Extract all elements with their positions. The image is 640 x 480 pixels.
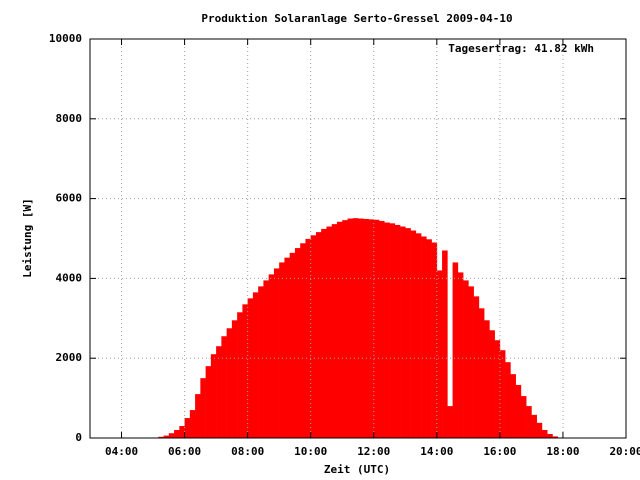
bar	[394, 224, 401, 438]
bar	[452, 262, 459, 438]
bar	[179, 426, 185, 438]
y-tick-label: 2000	[56, 351, 83, 364]
bar	[468, 286, 474, 438]
bar	[547, 434, 553, 438]
bar	[258, 286, 264, 438]
bar	[489, 330, 495, 438]
bar	[552, 436, 558, 438]
bar	[358, 218, 364, 438]
bar	[541, 430, 548, 438]
x-tick-label: 16:00	[483, 445, 516, 458]
bar	[384, 222, 390, 438]
plot-frame	[89, 38, 627, 439]
bar	[400, 226, 406, 438]
y-tick-label: 10000	[49, 32, 82, 45]
bar	[363, 218, 369, 438]
bar	[205, 366, 212, 438]
bar	[279, 262, 285, 438]
y-tick-label: 8000	[56, 112, 83, 125]
y-axis-label: Leistung [W]	[21, 198, 34, 277]
bar	[331, 224, 338, 438]
bar	[494, 340, 501, 438]
bar	[415, 233, 422, 438]
bar	[499, 350, 506, 438]
y-tick-label: 4000	[56, 271, 83, 284]
bar	[174, 430, 180, 438]
x-tick-label: 20:00	[609, 445, 640, 458]
bar	[410, 230, 417, 438]
bar	[216, 346, 222, 438]
bar	[321, 228, 327, 438]
x-tick-label: 06:00	[168, 445, 201, 458]
y-tick-label: 6000	[56, 192, 83, 205]
bar	[352, 218, 359, 438]
x-tick-label: 14:00	[420, 445, 453, 458]
bar	[263, 280, 269, 438]
bar	[200, 378, 206, 438]
bar	[237, 312, 243, 438]
bar	[305, 238, 312, 438]
bar	[379, 220, 385, 438]
bar	[342, 220, 348, 438]
bar	[484, 320, 490, 438]
bar	[405, 228, 411, 438]
x-tick-label: 08:00	[231, 445, 264, 458]
bar	[310, 235, 317, 438]
bar	[268, 274, 275, 438]
bar	[505, 362, 511, 438]
bar	[221, 336, 227, 438]
bar	[347, 218, 354, 438]
bar	[520, 396, 527, 438]
bar	[510, 374, 516, 438]
bar	[247, 298, 254, 438]
bar	[368, 219, 375, 438]
x-tick-label: 10:00	[294, 445, 327, 458]
bar	[421, 236, 427, 438]
bar	[189, 410, 196, 438]
bar	[158, 436, 164, 438]
chart-title: Produktion Solaranlage Serto-Gressel 200…	[201, 12, 512, 25]
bar	[536, 422, 543, 438]
bar	[168, 433, 175, 438]
bar	[284, 257, 290, 438]
bar	[326, 226, 333, 438]
y-tick-label: 0	[75, 431, 82, 444]
bar	[242, 304, 248, 438]
bar	[457, 272, 464, 438]
bar	[473, 296, 480, 438]
bars	[158, 218, 564, 438]
x-axis-label: Zeit (UTC)	[324, 463, 390, 476]
bar	[273, 268, 280, 438]
bar	[184, 418, 191, 438]
bar	[447, 406, 453, 438]
bar	[210, 354, 217, 438]
bar	[231, 320, 238, 438]
bar	[515, 384, 522, 438]
bar	[463, 280, 469, 438]
bar	[442, 250, 448, 438]
bar	[252, 292, 259, 438]
bar	[389, 223, 396, 438]
x-tick-label: 18:00	[546, 445, 579, 458]
bar	[426, 239, 432, 438]
bar	[436, 270, 443, 438]
bar	[478, 308, 485, 438]
bar	[526, 406, 532, 438]
bar	[431, 242, 438, 438]
x-tick-label: 12:00	[357, 445, 390, 458]
axes: 0 2000 4000 6000 8000 10000 04:00 06:00 08:00 10:…	[49, 32, 640, 458]
x-tick-label: 04:00	[105, 445, 138, 458]
bar	[226, 328, 233, 438]
bar	[315, 232, 322, 438]
bar	[294, 248, 301, 438]
bar	[373, 219, 380, 438]
bar	[289, 252, 296, 438]
bar	[336, 221, 343, 438]
bar	[300, 243, 306, 438]
bar	[163, 435, 170, 438]
annotation: Tagesertrag: 41.82 kWh	[448, 42, 594, 55]
bar	[531, 414, 537, 438]
bar	[195, 394, 201, 438]
